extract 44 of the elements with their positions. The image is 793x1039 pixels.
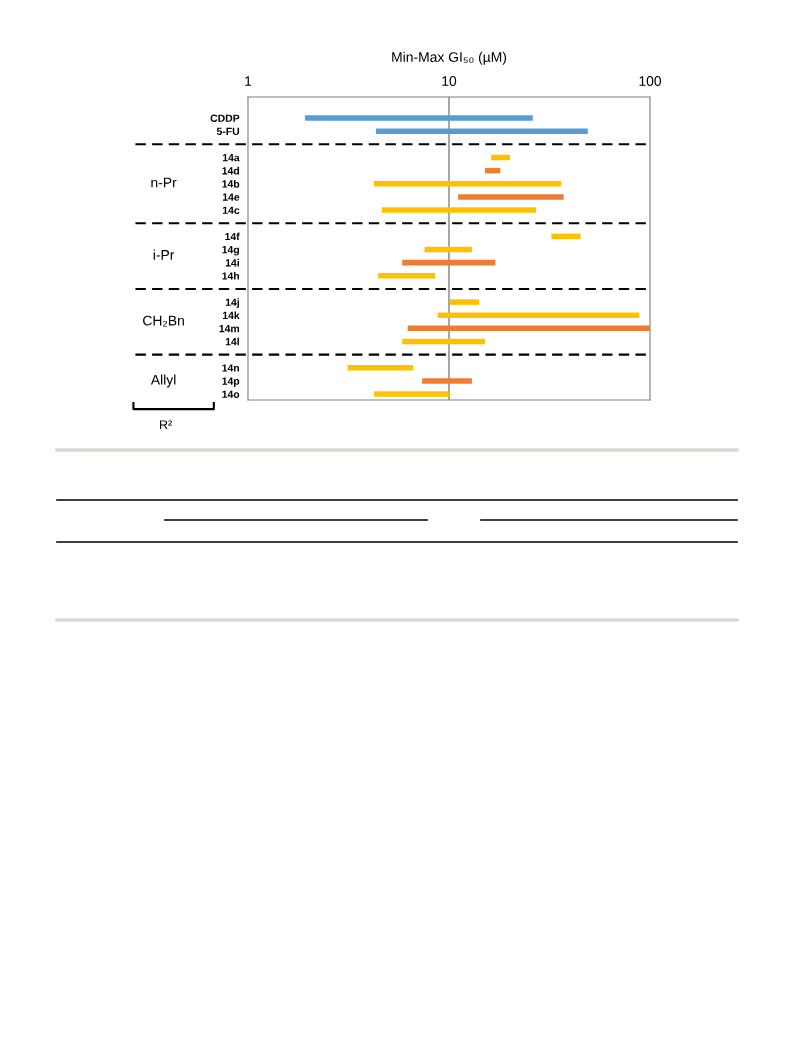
- text: n-Pr: [151, 177, 177, 188]
- bar: [373, 181, 562, 187]
- bar: [424, 246, 472, 253]
- x-tick-label: 1: [245, 76, 252, 86]
- text: Allyl: [150, 374, 176, 388]
- y-tick-label: 14m: [219, 324, 240, 333]
- y-tick-label: 5-FU: [216, 127, 240, 136]
- text: CH₂Bn: [143, 315, 184, 327]
- bar: [347, 365, 414, 371]
- y-tick-label: 14i: [225, 258, 239, 267]
- y-tick-label: 14k: [222, 311, 240, 319]
- bar: [402, 338, 485, 345]
- bar: [491, 154, 510, 161]
- bar: [458, 194, 564, 200]
- y-tick-label: 14g: [222, 246, 239, 256]
- bar: [304, 115, 533, 121]
- y-tick-label: 14f: [225, 232, 240, 241]
- bar: [378, 273, 436, 279]
- bar: [449, 299, 479, 305]
- bar: [373, 391, 449, 397]
- x-tick-label: 100: [639, 76, 662, 86]
- y-tick-label: 14p: [222, 377, 240, 387]
- y-tick-label: 14n: [222, 364, 240, 372]
- text: R²: [160, 420, 172, 429]
- bar: [381, 207, 537, 213]
- bar: [402, 259, 496, 266]
- y-tick-label: 14e: [222, 193, 240, 201]
- y-tick-label: 14l: [225, 337, 239, 346]
- y-tick-label: 14h: [222, 272, 240, 280]
- bar: [437, 312, 640, 318]
- bar: [551, 233, 581, 240]
- bar: [422, 378, 472, 384]
- y-tick-label: 14c: [222, 206, 240, 214]
- text: i-Pr: [153, 249, 175, 260]
- y-tick-label: 14d: [222, 166, 239, 175]
- bar: [375, 128, 588, 134]
- bar: [407, 325, 650, 332]
- x-axis-title: Min-Max GI₅₀ (µM): [392, 51, 507, 65]
- y-tick-label: 14j: [225, 298, 239, 308]
- y-tick-label: 14o: [222, 390, 240, 398]
- y-tick-label: CDDP: [210, 114, 240, 122]
- y-tick-label: 14a: [222, 154, 240, 162]
- y-tick-label: 14b: [222, 179, 240, 188]
- x-tick-label: 10: [442, 76, 457, 86]
